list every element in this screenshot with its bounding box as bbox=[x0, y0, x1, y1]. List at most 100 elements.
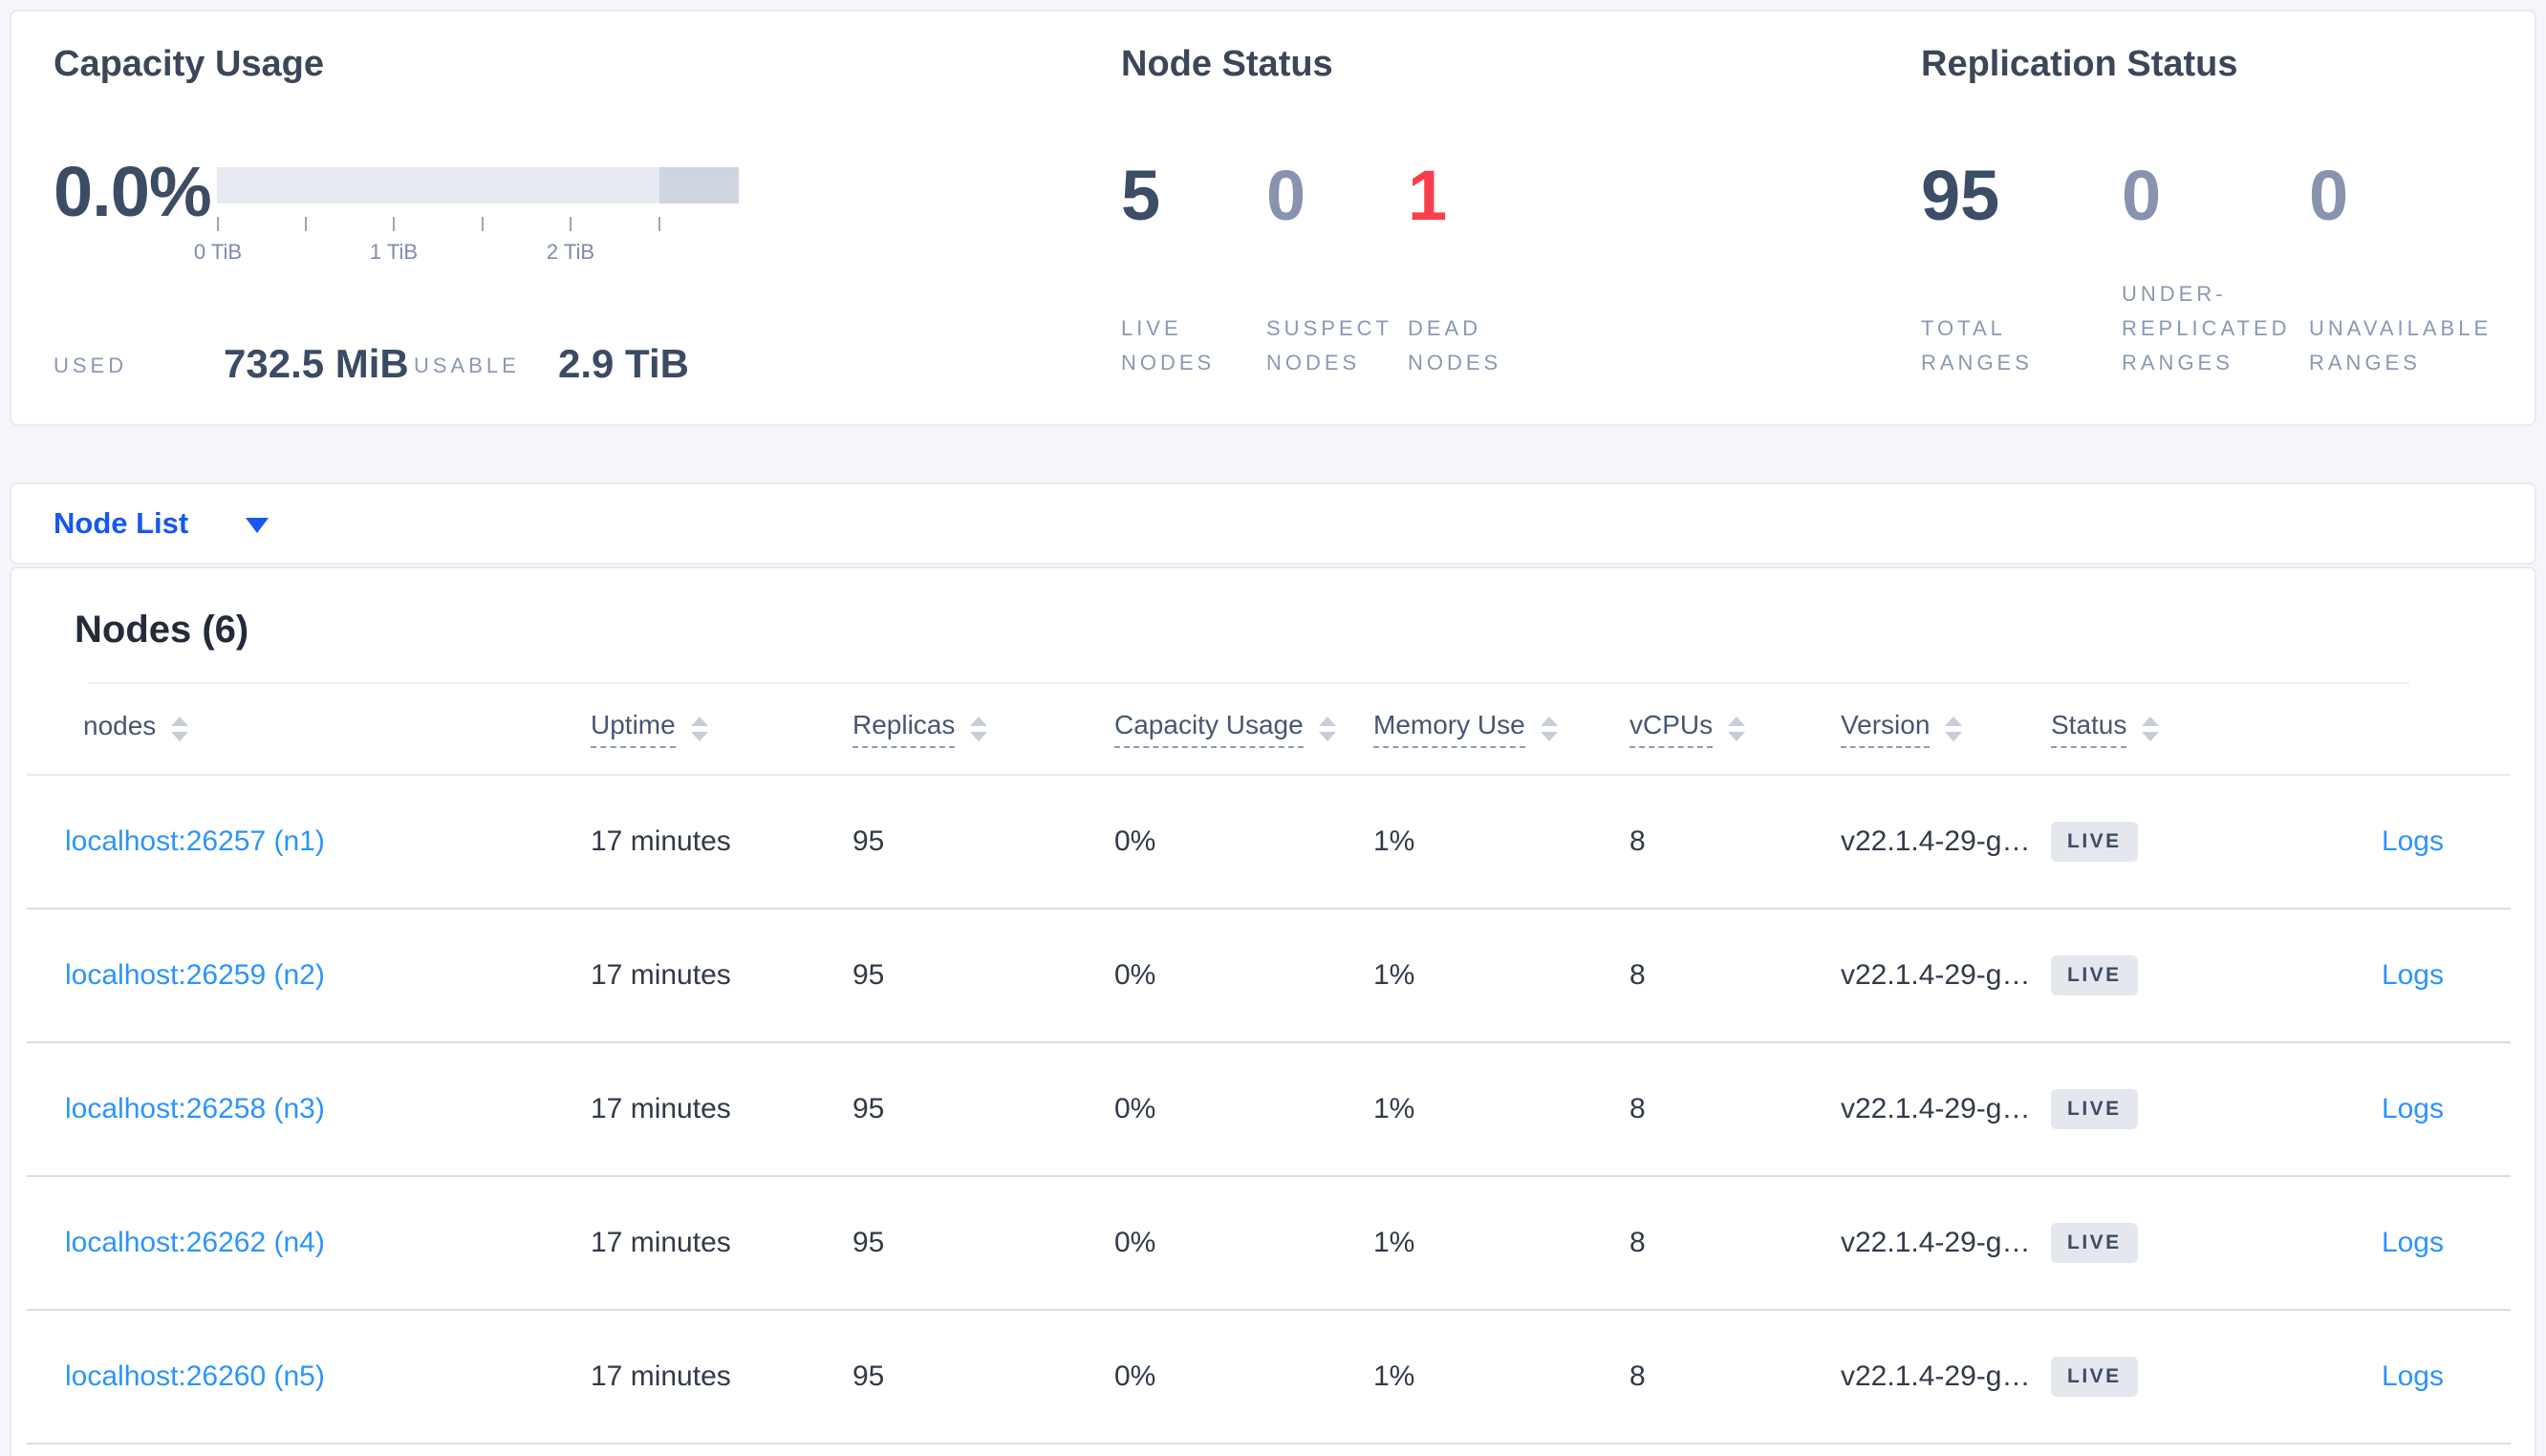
stat-label: UNDER-REPLICATED RANGES bbox=[2122, 282, 2291, 375]
memory-use-cell: 1% bbox=[1373, 959, 1415, 991]
vcpus-cell: 8 bbox=[1629, 1227, 1646, 1258]
axis-tick bbox=[393, 217, 395, 231]
capacity-bar-other-segment bbox=[659, 167, 739, 203]
used-label: USED bbox=[54, 353, 128, 377]
version-cell: v22.1.4-29-g… bbox=[1841, 1093, 2031, 1124]
column-header-uptime[interactable]: Uptime bbox=[591, 702, 708, 756]
status-cell-wrapper: LIVE bbox=[2051, 1311, 2138, 1443]
replicas-cell: 95 bbox=[852, 1227, 885, 1258]
logs-link[interactable]: Logs bbox=[2381, 825, 2444, 857]
version-cell-wrapper: v22.1.4-29-g… bbox=[1841, 1177, 2030, 1309]
replicas-cell-wrapper: 95 bbox=[852, 910, 884, 1041]
column-header-label: Version bbox=[1841, 710, 1931, 748]
stat-label: DEAD NODES bbox=[1408, 316, 1502, 375]
node-list-dropdown[interactable]: Node List bbox=[54, 506, 270, 541]
vcpus-cell-wrapper: 8 bbox=[1629, 1177, 1646, 1309]
stat-label: UNAVAILABLE RANGES bbox=[2309, 316, 2492, 375]
logs-link[interactable]: Logs bbox=[2381, 1093, 2444, 1124]
version-cell-wrapper: v22.1.4-29-g… bbox=[1841, 776, 2030, 908]
sort-icon bbox=[1318, 717, 1336, 741]
column-header-memory-use[interactable]: Memory Use bbox=[1373, 702, 1558, 756]
logs-link[interactable]: Logs bbox=[2381, 959, 2444, 991]
logs-link-wrapper: Logs bbox=[2382, 776, 2444, 908]
version-cell-wrapper: v22.1.4-29-g… bbox=[1841, 1043, 2030, 1175]
memory-use-cell-wrapper: 1% bbox=[1373, 1043, 1414, 1175]
view-selector-bar: Node List bbox=[10, 482, 2536, 565]
capacity-percent-value: 0.0% bbox=[54, 152, 212, 231]
stat-value: 0 bbox=[2309, 156, 2349, 235]
node-status-stats: 5 LIVE NODES 0 SUSPECT NODES 1 DEAD NODES bbox=[1121, 159, 1589, 380]
logs-link-wrapper: Logs bbox=[2382, 1311, 2444, 1443]
used-value: 732.5 MiB bbox=[224, 341, 409, 386]
node-link-wrapper: localhost:26258 (n3) bbox=[65, 1043, 325, 1175]
column-header-vcpus[interactable]: vCPUs bbox=[1629, 702, 1746, 756]
vcpus-cell-wrapper: 8 bbox=[1629, 1311, 1646, 1443]
nodes-section-title: Nodes (6) bbox=[75, 609, 249, 651]
status-badge: LIVE bbox=[2051, 1089, 2138, 1129]
axis-tick bbox=[658, 217, 660, 231]
version-cell: v22.1.4-29-g… bbox=[1841, 959, 2031, 991]
node-link-wrapper: localhost:26257 (n1) bbox=[65, 776, 325, 908]
capacity-usage-cell: 0% bbox=[1114, 1227, 1156, 1258]
capacity-usage-cell: 0% bbox=[1114, 1093, 1156, 1124]
axis-tick-label: 0 TiB bbox=[193, 240, 243, 264]
vcpus-cell: 8 bbox=[1629, 959, 1646, 991]
capacity-usage-cell-wrapper: 0% bbox=[1114, 776, 1155, 908]
version-cell-wrapper: v22.1.4-29-g… bbox=[1841, 910, 2030, 1041]
column-header-label: Status bbox=[2051, 710, 2127, 748]
capacity-usage-cell-wrapper: 0% bbox=[1114, 1311, 1155, 1443]
memory-use-cell: 1% bbox=[1373, 825, 1415, 857]
column-header-replicas[interactable]: Replicas bbox=[852, 702, 988, 756]
sort-icon bbox=[1945, 717, 1963, 741]
column-header-status[interactable]: Status bbox=[2051, 702, 2160, 756]
node-link[interactable]: localhost:26258 (n3) bbox=[65, 1093, 325, 1124]
status-badge: LIVE bbox=[2051, 822, 2138, 862]
axis-tick bbox=[217, 217, 219, 231]
uptime-cell-wrapper: 17 minutes bbox=[591, 776, 731, 908]
axis-tick-label: 1 TiB bbox=[369, 240, 419, 264]
replication-status-title: Replication Status bbox=[1921, 44, 2238, 84]
logs-link[interactable]: Logs bbox=[2381, 1360, 2444, 1392]
nodes-table-card: Nodes (6) nodes Uptime Replicas Capacity Us… bbox=[10, 567, 2536, 1456]
uptime-cell-wrapper: 17 minutes bbox=[591, 1177, 731, 1309]
replicas-cell: 95 bbox=[852, 959, 885, 991]
usable-value: 2.9 TiB bbox=[558, 341, 689, 386]
memory-use-cell-wrapper: 1% bbox=[1373, 910, 1414, 1041]
memory-use-cell: 1% bbox=[1373, 1227, 1415, 1258]
vcpus-cell: 8 bbox=[1629, 1360, 1646, 1392]
capacity-usage-cell-wrapper: 0% bbox=[1114, 910, 1155, 1041]
uptime-cell-wrapper: 17 minutes bbox=[591, 1043, 731, 1175]
logs-link-wrapper: Logs bbox=[2382, 1177, 2444, 1309]
uptime-cell-wrapper: 17 minutes bbox=[591, 910, 731, 1041]
replicas-cell: 95 bbox=[852, 1360, 885, 1392]
caret-down-icon bbox=[246, 518, 270, 533]
logs-link[interactable]: Logs bbox=[2381, 1227, 2444, 1258]
column-header-version[interactable]: Version bbox=[1841, 702, 1963, 756]
version-cell: v22.1.4-29-g… bbox=[1841, 1227, 2031, 1258]
uptime-cell-wrapper: 17 minutes bbox=[591, 1311, 731, 1443]
node-status-title: Node Status bbox=[1121, 44, 1333, 84]
column-header-capacity-usage[interactable]: Capacity Usage bbox=[1114, 702, 1336, 756]
node-link[interactable]: localhost:26260 (n5) bbox=[65, 1360, 325, 1392]
node-link[interactable]: localhost:26259 (n2) bbox=[65, 959, 325, 991]
capacity-usage-cell: 0% bbox=[1114, 1360, 1156, 1392]
node-link[interactable]: localhost:26257 (n1) bbox=[65, 825, 325, 857]
status-badge: LIVE bbox=[2051, 1357, 2138, 1397]
capacity-usage-cell: 0% bbox=[1114, 825, 1156, 857]
column-header-label: Replicas bbox=[852, 710, 956, 748]
sort-icon bbox=[1540, 717, 1558, 741]
stat-column: 0 UNAVAILABLE RANGES bbox=[2309, 159, 2546, 380]
table-row: localhost:26262 (n4) 17 minutes 95 0% 1% 8 v22… bbox=[27, 1177, 2511, 1311]
node-link[interactable]: localhost:26262 (n4) bbox=[65, 1227, 325, 1258]
column-header-nodes[interactable]: nodes bbox=[83, 702, 189, 756]
uptime-cell: 17 minutes bbox=[591, 1360, 731, 1392]
usable-label: USABLE bbox=[414, 353, 520, 377]
stat-value: 95 bbox=[1921, 156, 2000, 235]
memory-use-cell-wrapper: 1% bbox=[1373, 776, 1414, 908]
node-link-wrapper: localhost:26259 (n2) bbox=[65, 910, 325, 1041]
table-row: localhost:26260 (n5) 17 minutes 95 0% 1% 8 v22… bbox=[27, 1311, 2511, 1445]
capacity-usage-cell-wrapper: 0% bbox=[1114, 1043, 1155, 1175]
table-row: localhost:26259 (n2) 17 minutes 95 0% 1% 8 v22… bbox=[27, 910, 2511, 1043]
node-list-dropdown-label: Node List bbox=[54, 506, 189, 540]
status-badge: LIVE bbox=[2051, 1223, 2138, 1263]
